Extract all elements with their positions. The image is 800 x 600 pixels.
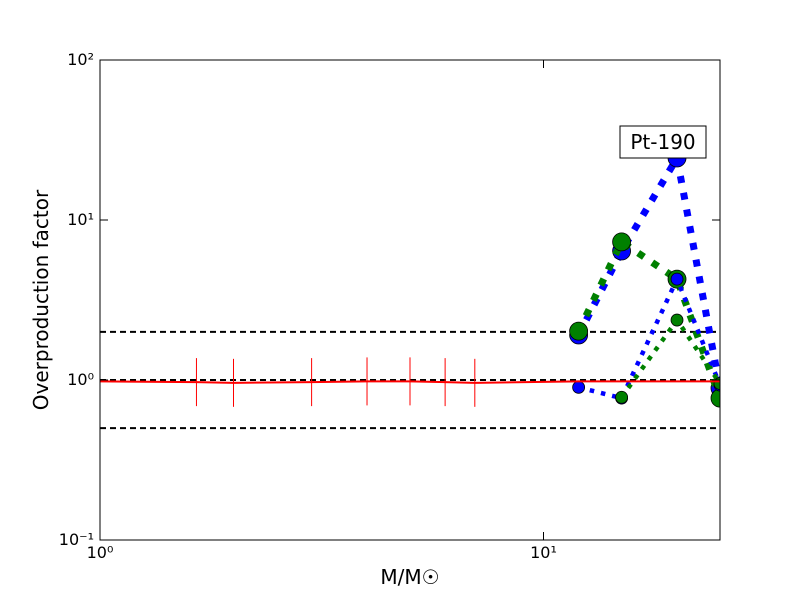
marker xyxy=(572,380,586,394)
y-tick-label: 10⁻¹ xyxy=(59,530,94,549)
y-tick-label: 10¹ xyxy=(67,210,94,229)
y-tick-label: 10⁰ xyxy=(67,370,94,389)
annotation: Pt-190 xyxy=(630,130,695,154)
x-tick-label: 10¹ xyxy=(530,543,557,562)
y-axis-label: Overproduction factor xyxy=(29,189,53,410)
series-line xyxy=(578,273,720,401)
x-tick-label: 10⁰ xyxy=(87,543,114,562)
axes-frame xyxy=(99,59,721,541)
y-tick-label: 10² xyxy=(67,50,94,69)
marker xyxy=(612,232,632,252)
x-axis-label: M/M☉ xyxy=(380,565,439,589)
marker xyxy=(670,272,684,286)
marker xyxy=(569,321,589,341)
marker xyxy=(615,390,629,404)
marker xyxy=(670,313,684,327)
series-line xyxy=(100,380,720,384)
marker xyxy=(710,388,720,408)
plot-area xyxy=(100,148,720,430)
annotation-box xyxy=(619,125,707,159)
